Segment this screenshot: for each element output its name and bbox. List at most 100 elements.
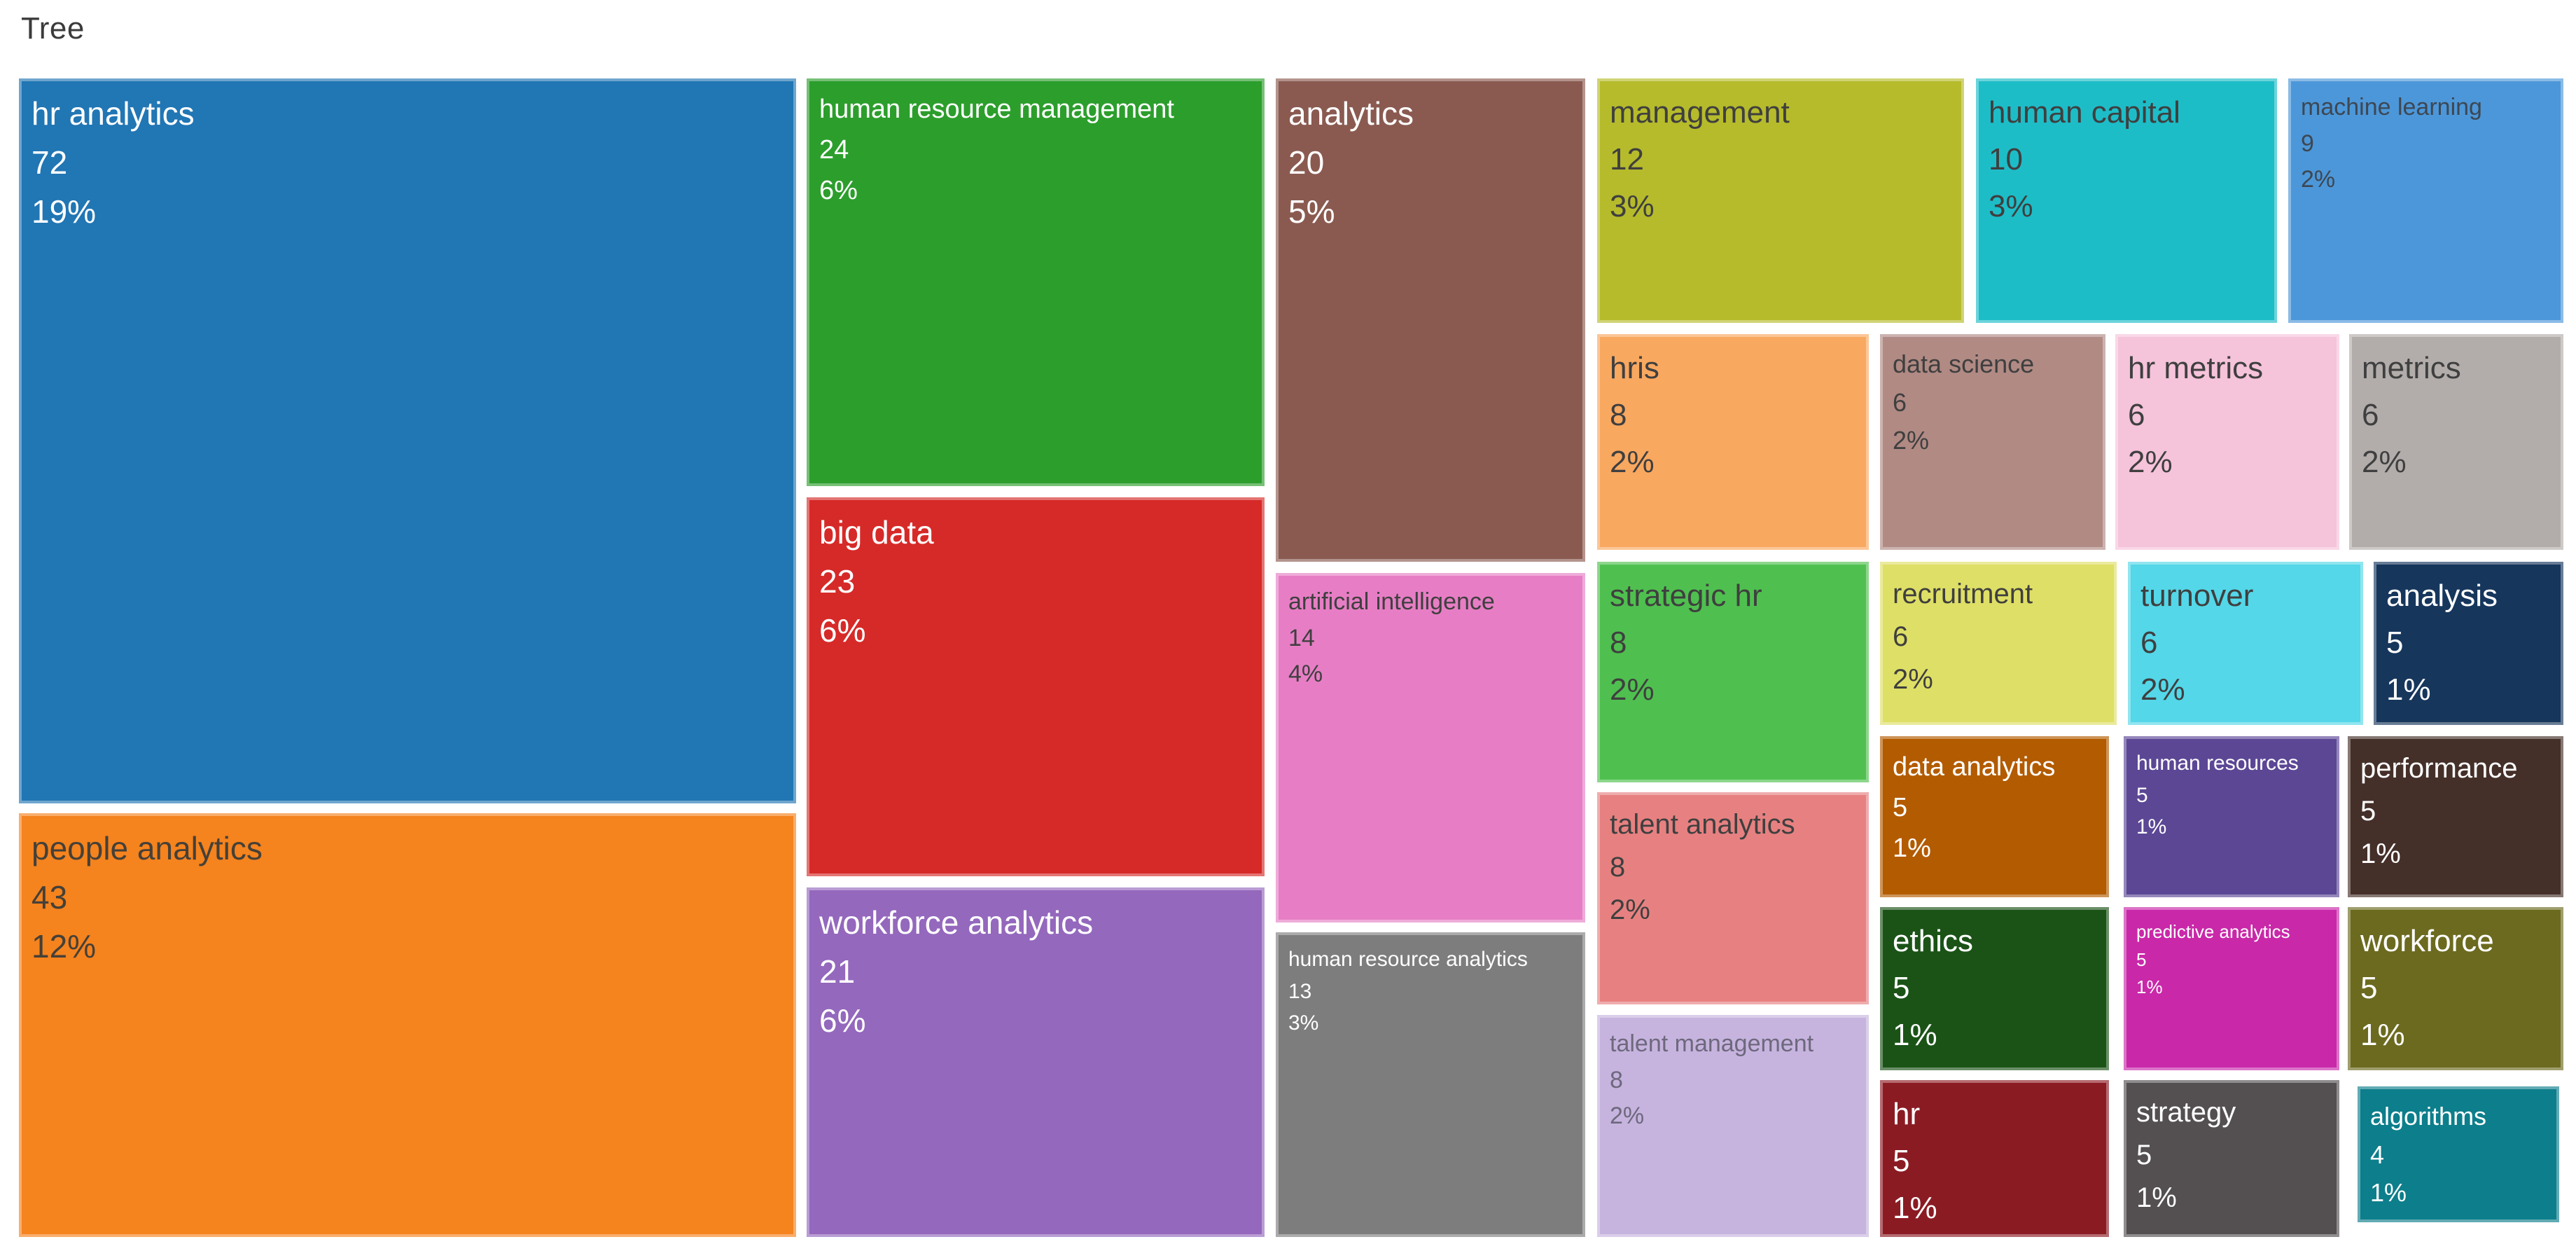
tile-label: hr metrics: [2128, 351, 2264, 385]
tile-label: performance: [2360, 753, 2518, 784]
treemap-tile-human-resource-management[interactable]: human resource management 24 6%: [807, 78, 1265, 486]
tile-value: 5: [1893, 970, 1910, 1005]
treemap-tile-data-analytics[interactable]: data analytics 5 1%: [1880, 736, 2109, 897]
tile-label: analysis: [2386, 579, 2498, 613]
tile-value: 5: [2386, 625, 2404, 660]
treemap-tile-workforce[interactable]: workforce 5 1%: [2348, 907, 2563, 1070]
treemap-tile-strategy[interactable]: strategy 5 1%: [2124, 1080, 2339, 1237]
treemap-tile-human-capital[interactable]: human capital 10 3%: [1976, 78, 2277, 323]
tile-percent: 1%: [2136, 1182, 2177, 1213]
treemap-tile-talent-management[interactable]: talent management 8 2%: [1597, 1015, 1869, 1237]
tile-label: recruitment: [1893, 579, 2033, 609]
tile-value: 23: [819, 562, 856, 600]
tile-percent: 1%: [2136, 815, 2167, 839]
tile-label: predictive analytics: [2136, 921, 2290, 942]
treemap-tile-workforce-analytics[interactable]: workforce analytics 21 6%: [807, 887, 1265, 1237]
tile-label: metrics: [2362, 351, 2461, 385]
treemap-tile-algorithms[interactable]: algorithms 4 1%: [2358, 1086, 2559, 1222]
treemap-tile-talent-analytics[interactable]: talent analytics 8 2%: [1597, 792, 1869, 1004]
tile-percent: 2%: [2362, 444, 2407, 479]
tile-value: 5: [1893, 792, 1908, 822]
tile-label: hris: [1610, 351, 1659, 385]
tile-percent: 12%: [32, 927, 97, 965]
tile-label: turnover: [2140, 579, 2254, 613]
treemap-tile-machine-learning[interactable]: machine learning 9 2%: [2288, 78, 2563, 323]
tile-value: 21: [819, 953, 856, 990]
tile-label: data science: [1893, 350, 2035, 378]
treemap-tile-hr[interactable]: hr 5 1%: [1880, 1080, 2109, 1237]
tile-label: big data: [819, 514, 934, 551]
tile-percent: 3%: [1288, 1011, 1319, 1035]
tile-label: workforce analytics: [819, 904, 1094, 941]
treemap-tile-metrics[interactable]: metrics 6 2%: [2349, 334, 2563, 550]
treemap-tile-people-analytics[interactable]: people analytics 43 12%: [19, 813, 796, 1237]
treemap-tile-ethics[interactable]: ethics 5 1%: [1880, 907, 2109, 1070]
treemap-tile-human-resource-analytics[interactable]: human resource analytics 13 3%: [1276, 932, 1585, 1237]
tile-percent: 1%: [2370, 1178, 2407, 1208]
tile-label: strategic hr: [1610, 579, 1762, 613]
treemap-tile-hr-analytics[interactable]: hr analytics 72 19%: [19, 78, 796, 803]
tile-value: 6: [2128, 397, 2145, 432]
tile-label: ethics: [1893, 924, 1973, 958]
tile-value: 72: [32, 144, 68, 181]
treemap-tile-human-resources[interactable]: human resources 5 1%: [2124, 736, 2339, 897]
treemap-tile-management[interactable]: management 12 3%: [1597, 78, 1964, 323]
tile-label: talent analytics: [1610, 809, 1795, 840]
tile-label: human resource management: [819, 95, 1174, 124]
tile-value: 43: [32, 878, 68, 915]
tile-value: 6: [2362, 397, 2379, 432]
tile-percent: 2%: [1893, 426, 1930, 455]
tile-value: 6: [1893, 621, 1909, 652]
treemap-tile-big-data[interactable]: big data 23 6%: [807, 497, 1265, 876]
tile-label: data analytics: [1893, 752, 2056, 782]
tile-value: 4: [2370, 1140, 2385, 1169]
tile-value: 12: [1610, 141, 1644, 177]
tile-label: talent management: [1610, 1030, 1814, 1057]
tile-label: management: [1610, 95, 1790, 130]
tile-value: 8: [1610, 1066, 1623, 1093]
tile-percent: 1%: [2386, 672, 2431, 707]
tile-label: strategy: [2136, 1097, 2236, 1128]
tile-label: artificial intelligence: [1288, 588, 1495, 615]
treemap-tile-data-science[interactable]: data science 6 2%: [1880, 334, 2105, 550]
tile-percent: 6%: [819, 1002, 866, 1039]
tile-percent: 6%: [819, 611, 866, 649]
tile-value: 8: [1610, 625, 1627, 660]
tile-label: human resource analytics: [1288, 948, 1528, 971]
treemap-tile-predictive-analytics[interactable]: predictive analytics 5 1%: [2124, 907, 2339, 1070]
treemap-tile-analysis[interactable]: analysis 5 1%: [2374, 562, 2563, 725]
treemap-tile-strategic-hr[interactable]: strategic hr 8 2%: [1597, 562, 1869, 782]
tile-percent: 2%: [2301, 166, 2336, 193]
tile-value: 6: [2140, 625, 2158, 660]
tile-value: 24: [819, 134, 849, 165]
tile-value: 8: [1610, 397, 1627, 432]
tile-percent: 1%: [1893, 833, 1931, 863]
tile-percent: 1%: [2360, 838, 2401, 869]
tile-percent: 5%: [1288, 193, 1335, 230]
tile-label: hr: [1893, 1097, 1921, 1131]
treemap-tile-turnover[interactable]: turnover 6 2%: [2128, 562, 2363, 725]
tile-value: 5: [2136, 948, 2147, 970]
tile-percent: 1%: [1893, 1190, 1937, 1225]
tile-percent: 2%: [2140, 672, 2185, 707]
tile-percent: 2%: [1610, 894, 1650, 925]
tile-label: algorithms: [2370, 1102, 2487, 1131]
tile-percent: 6%: [819, 175, 858, 205]
chart-title: Tree: [21, 11, 85, 46]
tile-percent: 3%: [1610, 188, 1655, 223]
tile-value: 6: [1893, 387, 1907, 417]
treemap-tile-artificial-intelligence[interactable]: artificial intelligence 14 4%: [1276, 573, 1585, 922]
treemap-tile-recruitment[interactable]: recruitment 6 2%: [1880, 562, 2117, 725]
tile-percent: 3%: [1989, 188, 2033, 223]
treemap-tile-performance[interactable]: performance 5 1%: [2348, 736, 2563, 897]
tile-percent: 19%: [32, 193, 97, 230]
tile-label: workforce: [2360, 924, 2494, 958]
treemap-tile-hr-metrics[interactable]: hr metrics 6 2%: [2115, 334, 2339, 550]
tile-label: hr analytics: [32, 95, 195, 132]
treemap-tile-analytics[interactable]: analytics 20 5%: [1276, 78, 1585, 562]
tile-value: 5: [2136, 783, 2148, 807]
tile-value: 5: [1893, 1143, 1910, 1178]
tile-value: 10: [1989, 141, 2023, 177]
treemap-tile-hris[interactable]: hris 8 2%: [1597, 334, 1869, 550]
tile-label: human capital: [1989, 95, 2180, 130]
